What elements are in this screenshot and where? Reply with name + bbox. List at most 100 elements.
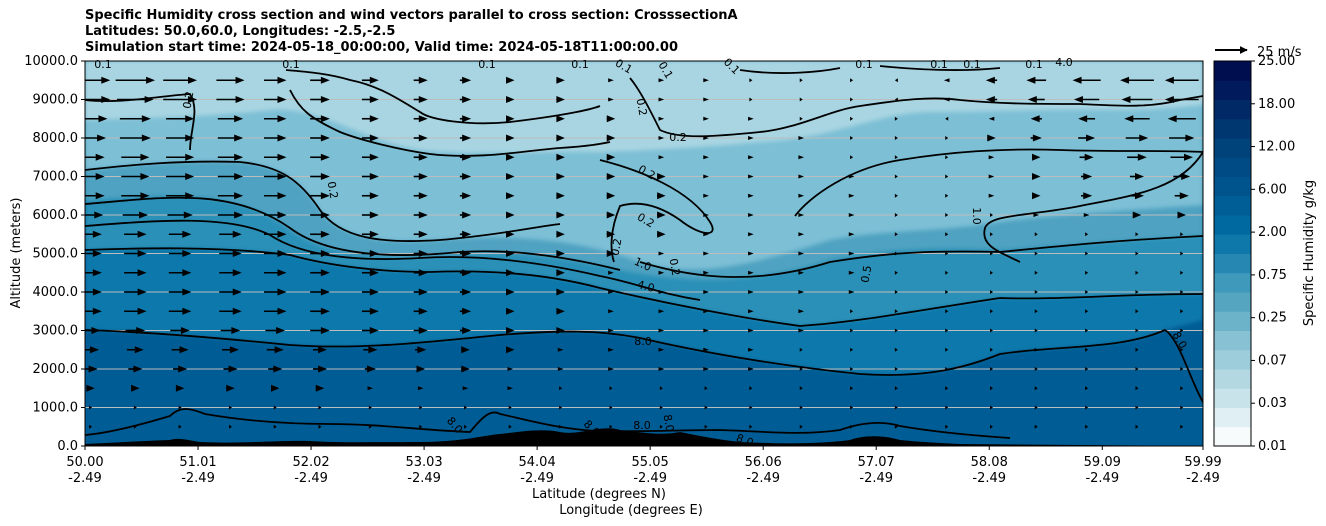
wind-arrow — [1135, 232, 1139, 237]
wind-arrow — [945, 251, 949, 256]
wind-arrow — [943, 78, 950, 83]
contour-0-1-c — [289, 89, 611, 157]
wind-arrow — [1085, 424, 1089, 429]
wind-arrow — [268, 365, 283, 373]
terrain — [85, 428, 1203, 446]
wind-arrow — [798, 155, 805, 160]
wind-arrow — [1078, 115, 1096, 123]
wind-arrow — [945, 270, 949, 275]
wind-arrow — [413, 250, 428, 257]
x-tick-label-lat: 58.08 — [971, 455, 1008, 470]
wind-arrow — [217, 192, 244, 200]
wind-arrow — [658, 251, 665, 256]
wind-arrow — [459, 134, 472, 142]
wind-arrow — [606, 230, 616, 238]
wind-arrow — [988, 193, 995, 198]
wind-arrow — [1080, 192, 1093, 200]
y-axis: 0.0 1000.0 2000.0 3000.0 4000.0 5000.0 6000.0 7… — [24, 54, 85, 454]
wind-arrow — [507, 367, 514, 371]
wind-arrow — [226, 384, 235, 392]
wind-arrow — [989, 290, 993, 294]
colorbar-tick-label: 2.00 — [1258, 225, 1287, 240]
wind-arrow — [459, 250, 472, 257]
wind-arrow — [850, 367, 854, 371]
wind-arrow — [310, 211, 330, 219]
wind-arrow — [1072, 76, 1101, 84]
wind-arrow — [178, 424, 182, 429]
wind-arrow — [988, 174, 995, 179]
wind-arrow — [310, 269, 330, 277]
wind-arrow — [263, 288, 287, 296]
wind-arrow — [459, 230, 472, 238]
wind-arrow — [220, 327, 241, 334]
wind-arrow — [1027, 96, 1045, 103]
wind-arrow — [464, 405, 468, 410]
wind-arrow — [124, 269, 147, 277]
contour-label: 0.1 — [478, 58, 496, 71]
wind-arrow — [556, 230, 565, 238]
wind-vectors — [85, 76, 1199, 429]
x-tick-label-lon: -2.49 — [972, 471, 1006, 486]
wind-arrow — [1135, 386, 1139, 391]
wind-arrow — [985, 76, 998, 84]
wind-arrow — [989, 367, 993, 371]
wind-arrow — [1120, 76, 1154, 84]
wind-arrow — [989, 270, 993, 275]
wind-arrow — [506, 134, 515, 142]
x-tick-label-lat: 52.02 — [292, 455, 329, 470]
wind-arrow — [217, 211, 244, 219]
wind-arrow — [168, 288, 192, 296]
wind-arrow — [461, 346, 470, 354]
wind-arrow — [703, 78, 709, 83]
wind-arrow — [703, 174, 709, 179]
wind-arrow — [1170, 153, 1194, 161]
wind-arrow — [413, 211, 428, 219]
wind-arrow — [506, 288, 515, 296]
colorbar-segment — [1214, 253, 1251, 274]
wind-arrow — [749, 424, 753, 429]
wind-arrow — [219, 288, 242, 296]
wind-arrow — [263, 134, 287, 142]
y-tick-label: 4000.0 — [33, 285, 79, 300]
wind-arrow — [310, 250, 330, 257]
colorbar-segment — [1214, 176, 1251, 197]
wind-arrow — [124, 288, 147, 296]
wind-arrow — [894, 232, 898, 237]
y-tick-label: 8000.0 — [33, 131, 79, 146]
wind-arrow — [848, 174, 855, 179]
wind-arrow — [1180, 424, 1184, 429]
wind-arrow — [1121, 96, 1153, 103]
wind-arrow — [798, 290, 805, 294]
wind-arrow — [850, 328, 854, 333]
wind-arrow — [1085, 328, 1089, 333]
wind-arrow — [1180, 328, 1184, 333]
wind-arrow — [273, 424, 277, 429]
wind-arrow — [1034, 328, 1038, 333]
colorbar-segment — [1214, 195, 1251, 216]
wind-arrow — [748, 174, 754, 179]
wind-arrow — [1135, 405, 1139, 410]
wind-arrow — [606, 192, 616, 200]
wind-arrow — [131, 384, 140, 392]
wind-arrow — [1085, 405, 1089, 410]
wind-arrow — [703, 97, 709, 102]
wind-arrow — [85, 192, 105, 200]
y-tick-label: 5000.0 — [33, 247, 79, 262]
wind-arrow — [175, 384, 185, 392]
wind-arrow — [1085, 251, 1089, 256]
wind-arrow — [459, 173, 472, 180]
colorbar-tick-label: 18.00 — [1258, 97, 1295, 112]
wind-arrow — [798, 270, 805, 275]
wind-arrow — [166, 173, 195, 180]
wind-arrow — [506, 192, 515, 200]
wind-arrow — [413, 269, 428, 277]
wind-arrow — [945, 309, 949, 314]
y-tick-label: 6000.0 — [33, 208, 79, 223]
wind-arrow — [894, 328, 898, 333]
wind-arrow — [748, 213, 754, 217]
wind-arrow — [178, 405, 182, 410]
wind-arrow — [361, 173, 379, 180]
wind-arrow — [163, 96, 198, 103]
wind-arrow — [704, 386, 708, 391]
wind-arrow — [848, 270, 855, 275]
